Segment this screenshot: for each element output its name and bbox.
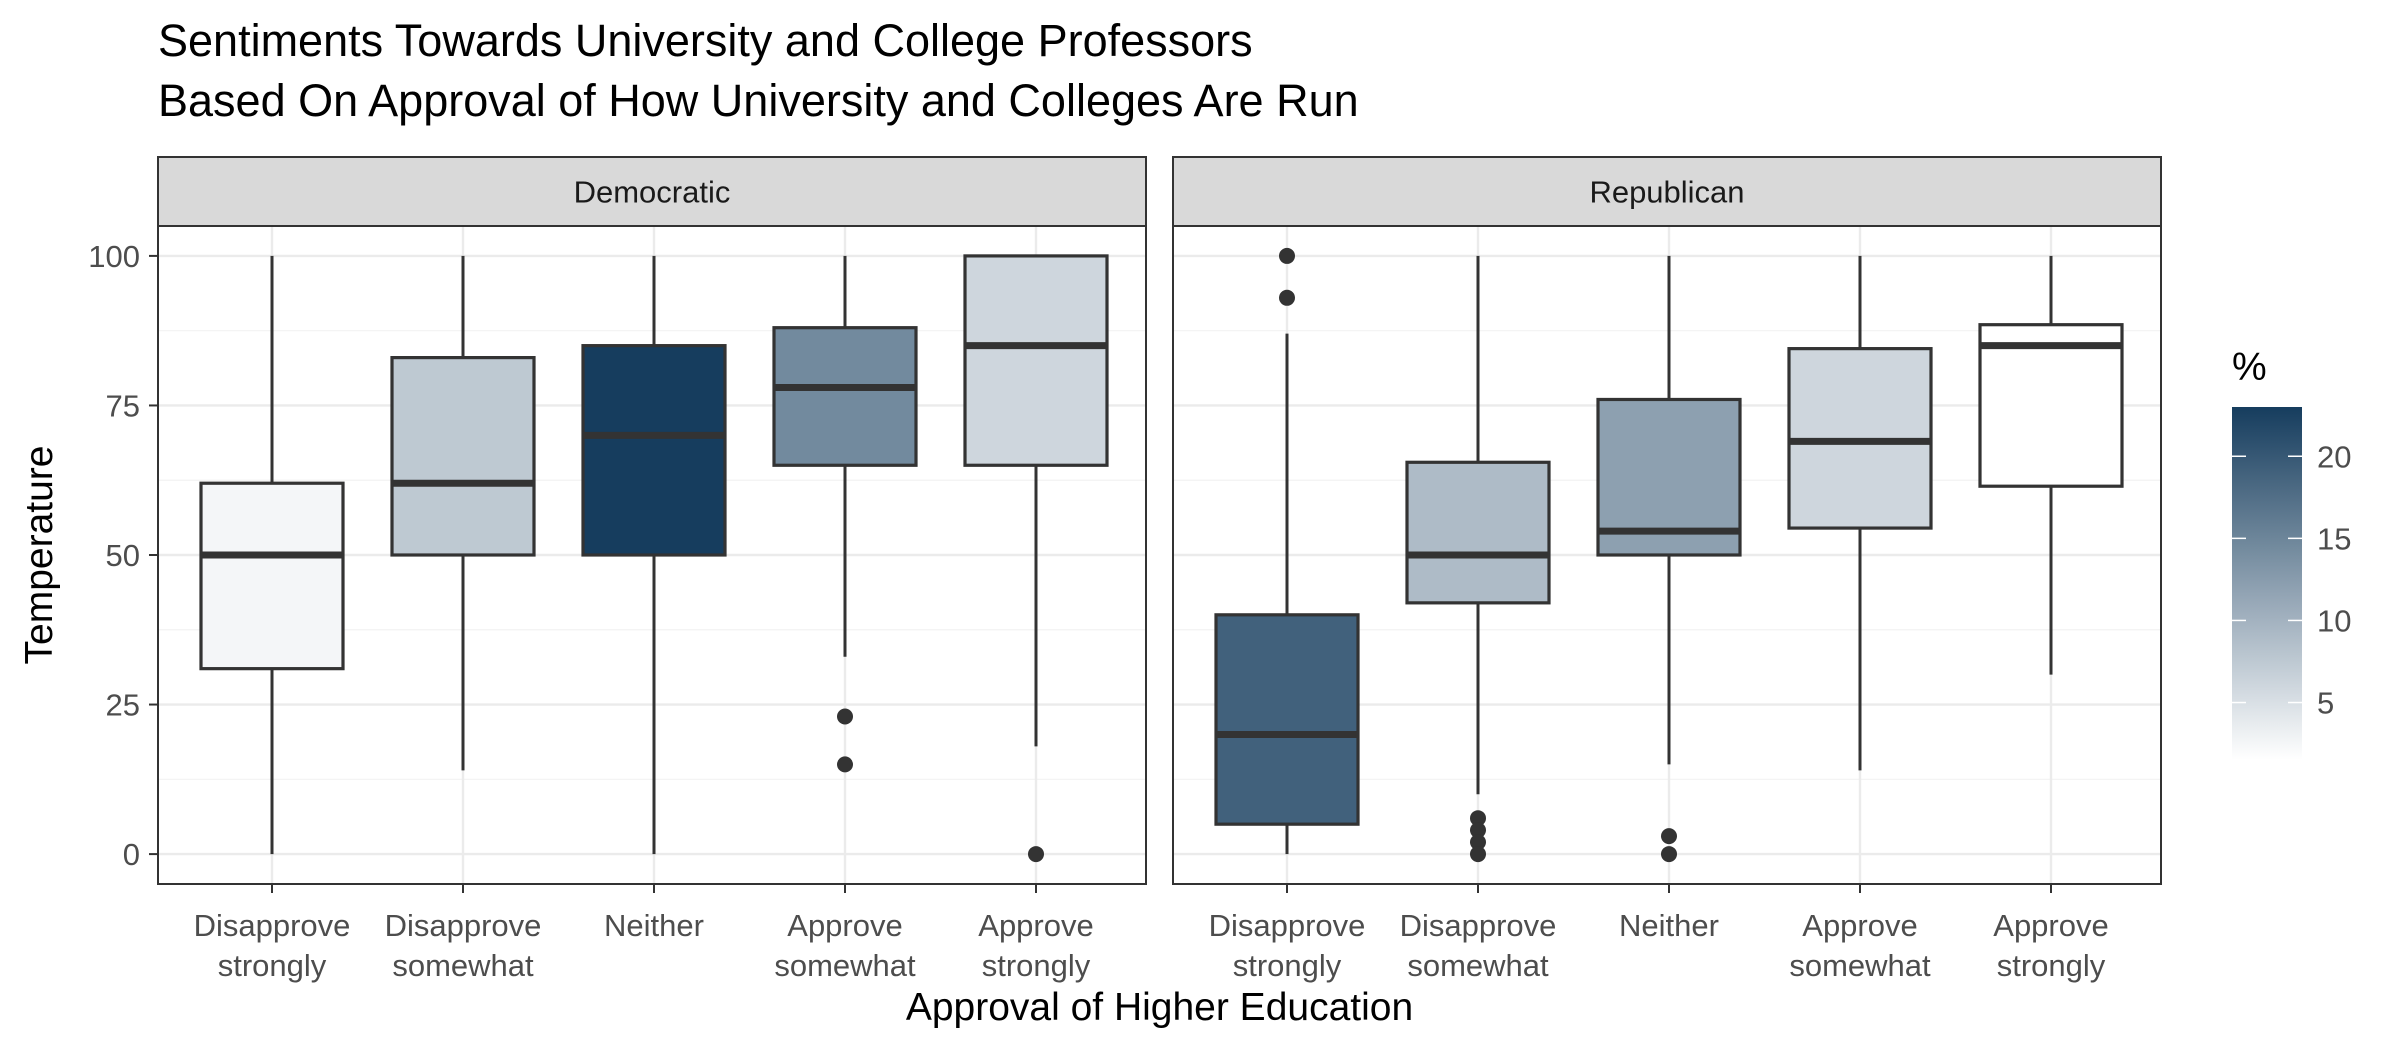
outlier-point <box>837 708 853 725</box>
box-republican-0 <box>1214 247 1360 855</box>
chart-title-line: Sentiments Towards University and Colleg… <box>158 15 1253 66</box>
x-tick-label: Approve <box>1993 908 2108 943</box>
legend-break-label: 5 <box>2317 686 2334 721</box>
outlier-point <box>1279 247 1295 264</box>
x-tick-label: strongly <box>1233 948 1342 983</box>
facet-panel-republican: Republican Disapprove strongly Disapprove so… <box>1172 156 2162 983</box>
outlier-point <box>1661 828 1677 845</box>
x-tick-label: somewhat <box>774 948 916 983</box>
box-iqr <box>199 481 345 671</box>
box-republican-2 <box>1596 255 1742 863</box>
outlier-point <box>1470 810 1486 827</box>
outlier-point <box>1470 846 1486 863</box>
facet-strip-label: Democratic <box>574 175 731 210</box>
legend-colorbar <box>2232 407 2302 760</box>
outlier-point <box>837 756 853 773</box>
fill-legend: % 5 10 15 20 <box>2232 346 2351 760</box>
box-republican-4 <box>1978 255 2124 675</box>
facet-panel-democratic: Democratic Disapprove strongly Disapprove so… <box>157 156 1147 983</box>
outlier-point <box>1279 289 1295 306</box>
outlier-point <box>1470 834 1486 851</box>
y-tick-label: 50 <box>106 538 140 573</box>
y-tick-label: 0 <box>123 837 140 872</box>
legend-break-label: 10 <box>2317 603 2351 638</box>
box-republican-3 <box>1787 255 1933 771</box>
x-tick-label: strongly <box>218 948 327 983</box>
legend-break-label: 20 <box>2317 439 2351 474</box>
legend-title: % <box>2232 346 2267 389</box>
y-tick-label: 75 <box>106 388 140 423</box>
x-tick-label: somewhat <box>1407 948 1549 983</box>
box-democratic-0 <box>199 255 345 855</box>
x-tick-label: Disapprove <box>1400 908 1557 943</box>
outlier-point <box>1661 846 1677 863</box>
x-tick-label: somewhat <box>392 948 534 983</box>
box-republican-1 <box>1405 255 1551 863</box>
x-tick-label: Disapprove <box>1209 908 1366 943</box>
x-tick-label: strongly <box>1997 948 2106 983</box>
box-democratic-1 <box>390 255 536 771</box>
x-tick-label: Approve <box>978 908 1093 943</box>
x-tick-label: Approve <box>1802 908 1917 943</box>
box-iqr <box>963 254 1109 467</box>
outlier-point <box>1028 846 1044 863</box>
legend-break-label: 15 <box>2317 521 2351 556</box>
box-iqr <box>1405 460 1551 605</box>
facet-strip <box>157 156 1147 227</box>
box-iqr <box>581 344 727 557</box>
box-democratic-2 <box>581 255 727 855</box>
box-iqr <box>390 356 536 557</box>
y-tick-label: 25 <box>106 688 140 723</box>
x-tick-label: somewhat <box>1789 948 1931 983</box>
x-tick-label: strongly <box>982 948 1091 983</box>
x-axis-title: Approval of Higher Education <box>906 986 1413 1029</box>
facet-strip-label: Republican <box>1589 175 1744 210</box>
y-axis-title: Temperature <box>18 446 61 665</box>
box-iqr <box>1978 323 2124 488</box>
box-iqr <box>1214 613 1360 826</box>
x-tick-label: Neither <box>604 908 704 943</box>
box-democratic-4 <box>963 254 1109 863</box>
x-tick-label: Disapprove <box>385 908 542 943</box>
box-democratic-3 <box>772 255 918 773</box>
y-tick-label: 100 <box>88 239 140 274</box>
box-iqr <box>772 326 918 467</box>
chart-title-line: Based On Approval of How University and … <box>158 75 1359 126</box>
outlier-point <box>1470 822 1486 839</box>
x-tick-label: Neither <box>1619 908 1719 943</box>
plot-panel-border <box>1172 225 2162 885</box>
x-tick-label: Approve <box>787 908 902 943</box>
x-tick-label: Disapprove <box>194 908 351 943</box>
